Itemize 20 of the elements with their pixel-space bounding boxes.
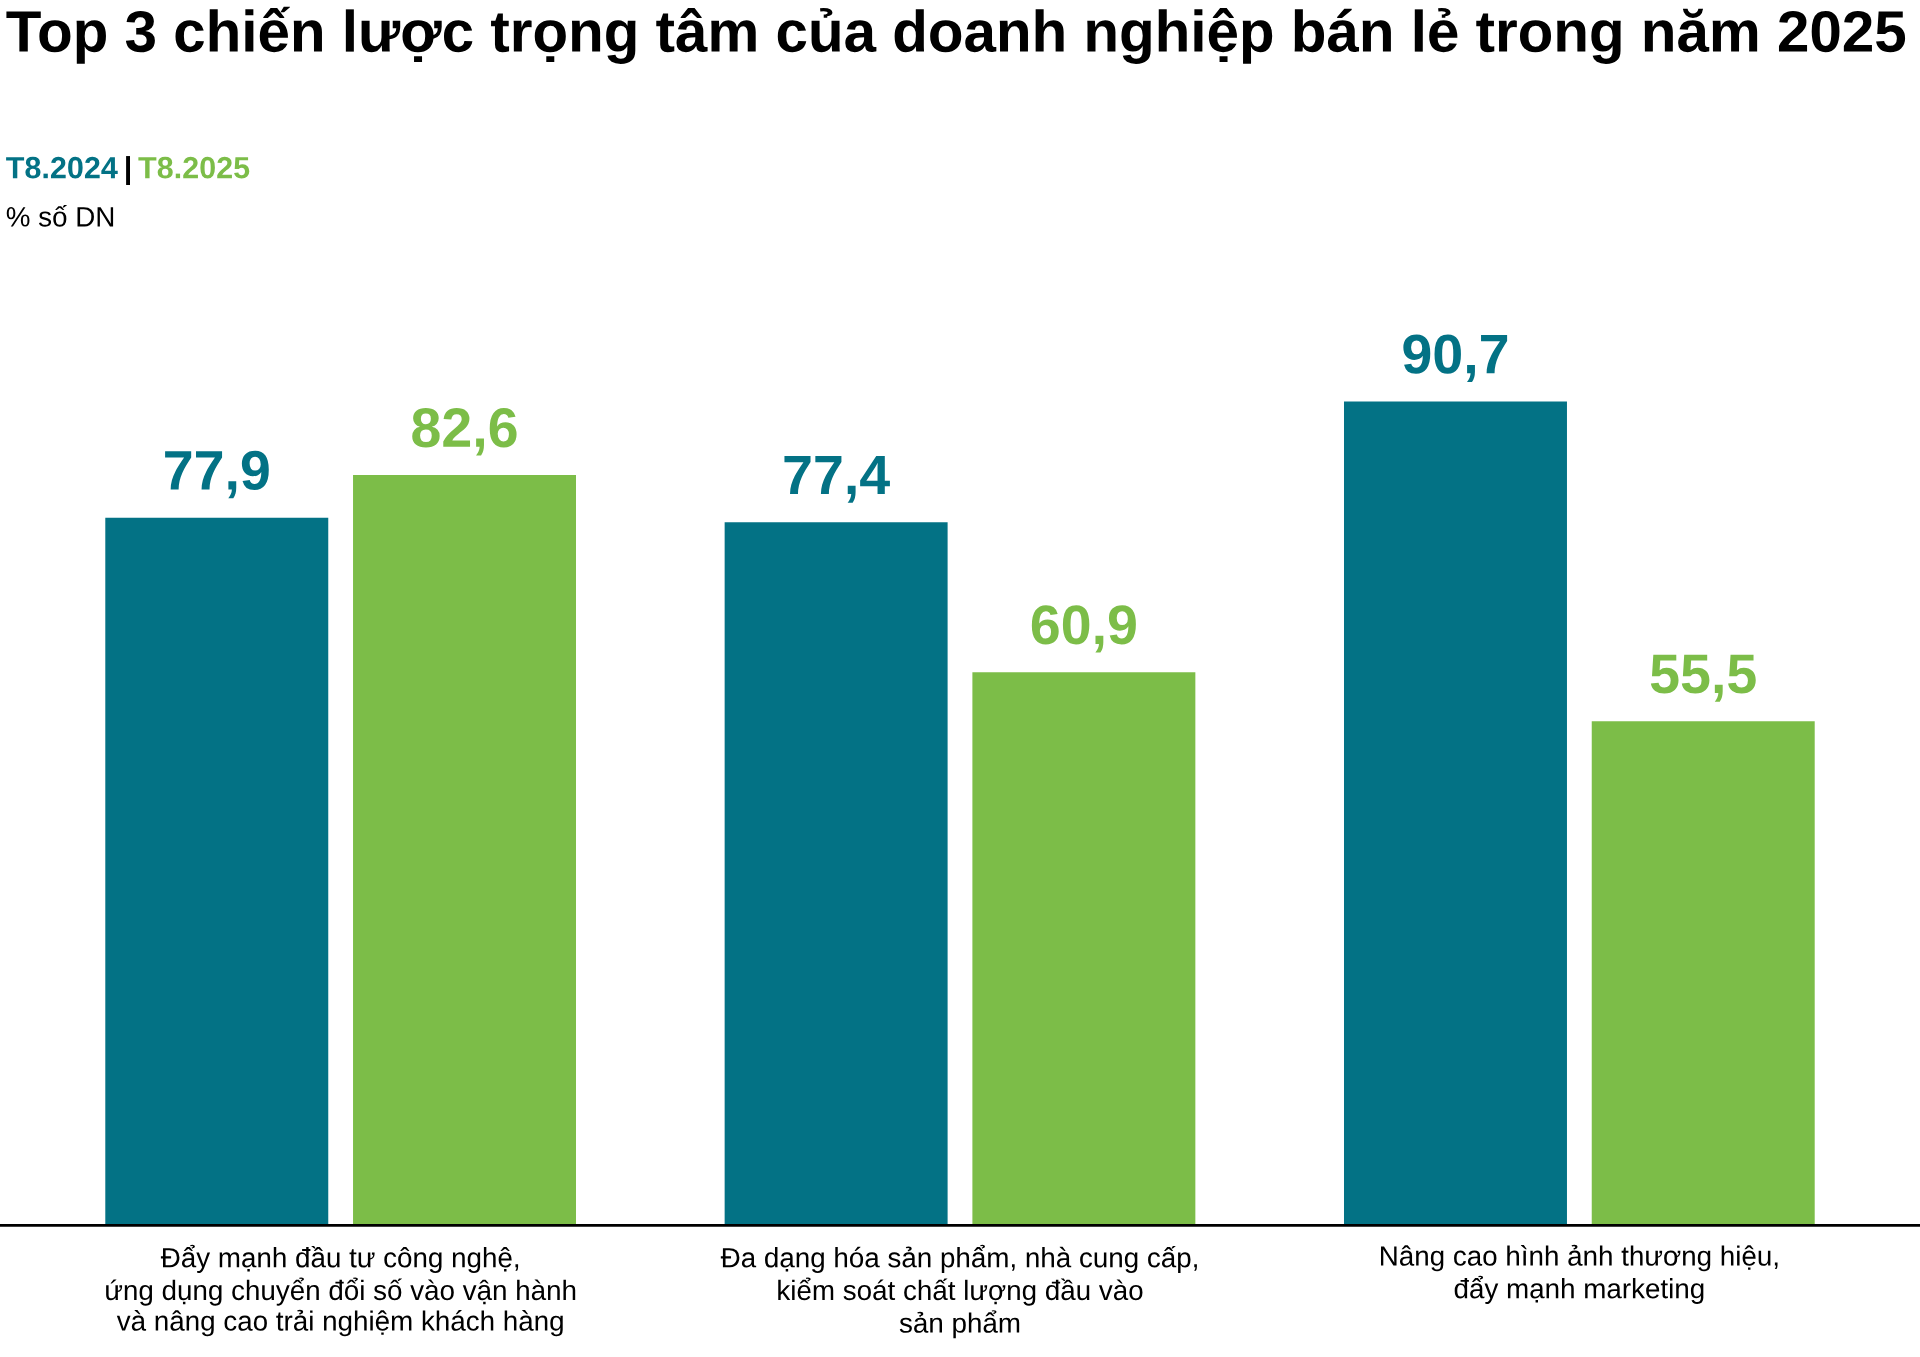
x-tick-label: Đa dạng hóa sản phẩm, nhà cung cấp, kiểm soát chất lượng đầu vào sản phẩm	[720, 1244, 1197, 1339]
bar	[105, 517, 329, 1226]
text: % số DN	[6, 205, 114, 227]
data-label: 82,6	[412, 408, 517, 456]
x-tick-label: Nâng cao hình ảnh thương hiệu, đẩy mạnh marketing	[1381, 1244, 1778, 1304]
data-label: 77,4	[784, 455, 890, 503]
data-label: 90,7	[1403, 334, 1508, 382]
text: T8.2024	[6, 156, 118, 179]
bar	[724, 522, 948, 1226]
bar	[1591, 721, 1815, 1226]
chart-title: Top 3 chiến lược trọng tâm của doanh nghiệp bán lẻ trong năm 2025	[6, 6, 1906, 64]
data-label: 55,5	[1650, 654, 1756, 702]
text: T8.2025	[138, 156, 250, 179]
bar	[353, 475, 576, 1226]
text: |	[126, 156, 131, 185]
data-label: 60,9	[1031, 605, 1136, 653]
data-label: 77,9	[165, 450, 269, 499]
x-tick-label: Đẩy mạnh đầu tư công nghệ, ứng dụng chuyển đổi số vào vận hành và nâng cao trải nghiệm khách hàng	[106, 1244, 576, 1337]
bar	[1344, 401, 1567, 1226]
bar	[972, 672, 1196, 1226]
